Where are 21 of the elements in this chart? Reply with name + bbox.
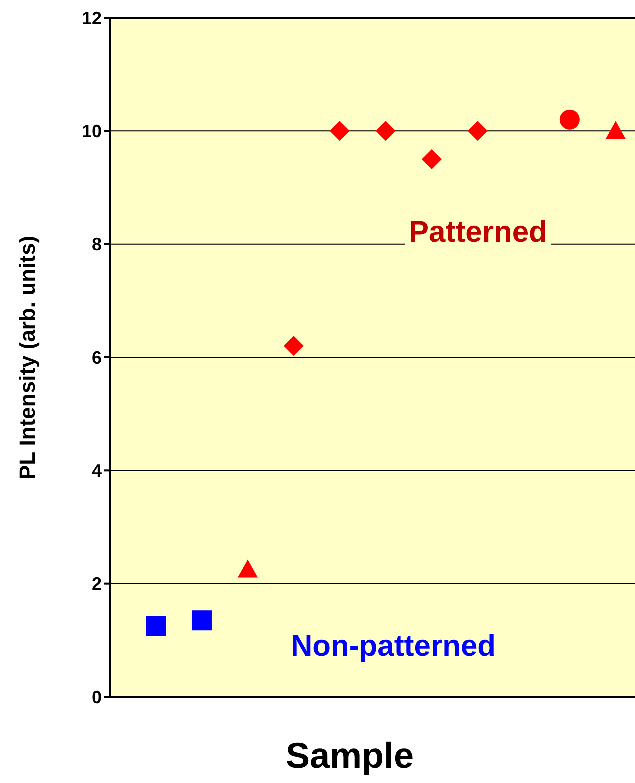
y-tick-label: 10 [82,122,102,142]
y-axis-title: PL Intensity (arb. units) [15,235,41,480]
point [192,610,212,631]
y-tick-label: 6 [92,348,102,368]
point [468,121,488,142]
y-tick-label: 2 [92,574,102,594]
point [146,616,166,636]
point [560,110,580,130]
point [330,121,350,142]
point [238,560,258,578]
text: Non-patterned [287,630,500,664]
y-tick-label: 12 [82,8,102,28]
y-tick-label: 4 [92,461,102,482]
series-label: Patterned [405,216,552,250]
x-axis-title: Sample [286,735,414,777]
y-tick-label: 8 [92,234,102,255]
point [284,336,304,356]
point [422,149,442,170]
point [376,121,396,142]
y-tick-label: 0 [92,687,102,708]
point [606,121,626,140]
